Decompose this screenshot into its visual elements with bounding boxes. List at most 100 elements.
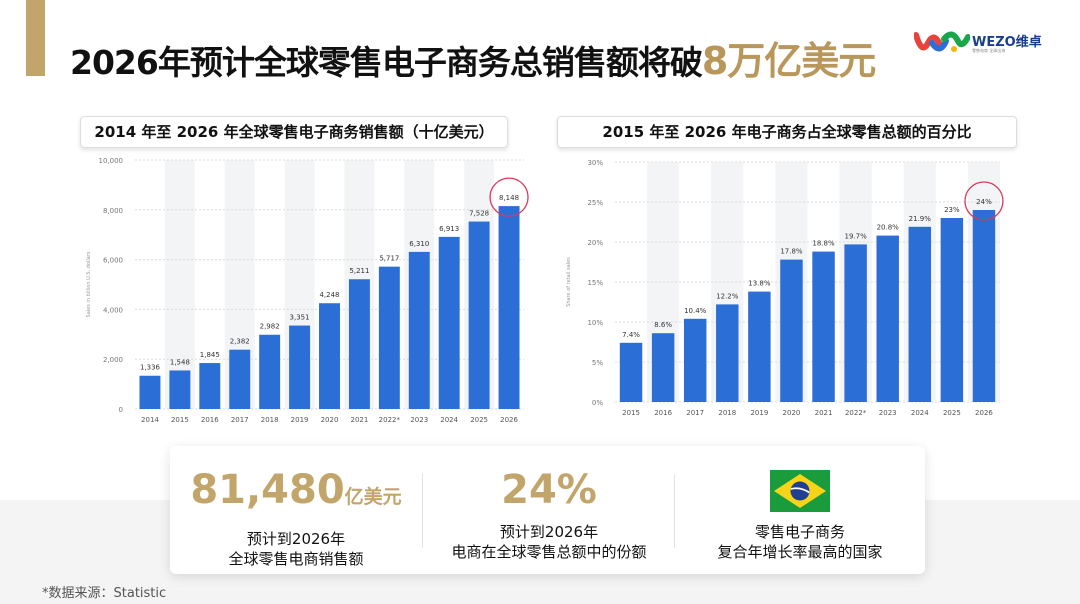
x-tick-label: 2022* bbox=[845, 409, 867, 417]
x-tick-label: 2026 bbox=[500, 416, 518, 424]
y-tick-label: 8,000 bbox=[103, 207, 123, 215]
x-tick-label: 2020 bbox=[321, 416, 339, 424]
data-label: 7.4% bbox=[622, 331, 640, 339]
stat-country: 零售电子商务 复合年增长率最高的国家 bbox=[675, 446, 925, 574]
data-label: 6,310 bbox=[409, 240, 429, 248]
bar bbox=[716, 304, 739, 402]
page-title: 2026年预计全球零售电子商务总销售额将破8万亿美元 bbox=[70, 39, 876, 83]
chart2-title: 2015 年至 2026 年电子商务占全球零售总额的百分比 bbox=[557, 116, 1017, 148]
y-tick-label: 0% bbox=[592, 399, 603, 407]
highlight-circle bbox=[964, 181, 1004, 221]
bar bbox=[780, 259, 803, 402]
x-tick-label: 2017 bbox=[231, 416, 249, 424]
x-tick-label: 2015 bbox=[171, 416, 189, 424]
x-tick-label: 2021 bbox=[815, 409, 833, 417]
bar bbox=[748, 291, 771, 402]
data-label: 20.8% bbox=[877, 224, 900, 232]
data-label: 1,336 bbox=[140, 364, 161, 372]
bar bbox=[348, 279, 370, 409]
data-label: 3,351 bbox=[290, 314, 310, 322]
stat-share-line2: 电商在全球零售总额中的份额 bbox=[451, 543, 647, 561]
stat-country-line1: 零售电子商务 bbox=[754, 523, 845, 541]
x-tick-label: 2025 bbox=[943, 409, 961, 417]
data-label: 24% bbox=[976, 198, 992, 206]
stat-share-line1: 预计到2026年 bbox=[499, 523, 599, 541]
x-tick-label: 2018 bbox=[261, 416, 279, 424]
stats-card: 81,480亿美元 预计到2026年 全球零售电商销售额 24% 预计到2026… bbox=[170, 446, 925, 574]
data-label: 1,845 bbox=[200, 351, 220, 359]
x-tick-label: 2023 bbox=[879, 409, 897, 417]
data-label: 23% bbox=[944, 206, 960, 214]
y-tick-label: 20% bbox=[587, 239, 603, 247]
bar bbox=[812, 251, 835, 402]
x-tick-label: 2023 bbox=[410, 416, 428, 424]
data-label: 10.4% bbox=[684, 307, 707, 315]
x-tick-label: 2017 bbox=[686, 409, 704, 417]
source-note: *数据来源：Statistic bbox=[42, 586, 167, 601]
stat-share: 24% 预计到2026年 电商在全球零售总额中的份额 bbox=[423, 446, 675, 574]
data-label: 8.6% bbox=[654, 321, 672, 329]
bar bbox=[319, 303, 340, 409]
y-axis-label: Share of retail sales bbox=[566, 257, 572, 307]
bar bbox=[468, 221, 490, 409]
data-label: 13.8% bbox=[748, 280, 771, 288]
data-label: 17.8% bbox=[780, 248, 803, 256]
logo-text: WEZO维卓 bbox=[972, 35, 1042, 50]
data-label: 21.9% bbox=[909, 215, 932, 223]
y-tick-label: 30% bbox=[587, 159, 603, 167]
stats-divider bbox=[674, 474, 675, 548]
y-tick-label: 25% bbox=[587, 199, 603, 207]
bar bbox=[498, 206, 520, 409]
stat-sales-line2: 全球零售电商销售额 bbox=[228, 550, 364, 568]
bar bbox=[619, 342, 643, 402]
x-tick-label: 2016 bbox=[201, 416, 219, 424]
accent-bar bbox=[26, 0, 45, 76]
brazil-flag-icon bbox=[770, 470, 830, 512]
share-bar-chart: 0% 5% 10% 15% 20% 25% 30% Share of retail sales… bbox=[566, 159, 1004, 417]
y-axis-label: Sales in billion U.S. dollars bbox=[86, 251, 92, 317]
y-tick-label: 2,000 bbox=[103, 356, 123, 364]
y-tick-label: 0 bbox=[119, 406, 123, 414]
stat-sales-value: 81,480亿美元 bbox=[190, 467, 402, 513]
page-title-highlight: 8万亿美元 bbox=[701, 39, 876, 83]
x-tick-label: 2020 bbox=[783, 409, 801, 417]
bar bbox=[908, 226, 932, 402]
bar bbox=[651, 333, 675, 402]
data-label: 2,382 bbox=[230, 338, 250, 346]
x-tick-label: 2015 bbox=[622, 409, 640, 417]
data-label: 7,528 bbox=[469, 210, 489, 218]
sales-bar-chart: 0 2,000 4,000 6,000 8,000 10,000 Sales in bill… bbox=[86, 157, 529, 424]
bar bbox=[199, 363, 221, 409]
data-label: 5,717 bbox=[379, 255, 399, 263]
data-label: 12.2% bbox=[716, 292, 739, 300]
bar bbox=[139, 375, 161, 409]
bar bbox=[438, 236, 460, 409]
x-tick-label: 2022* bbox=[379, 416, 401, 424]
brand-logo: WEZO维卓 零售电商 全球出海 bbox=[913, 27, 1054, 57]
y-tick-label: 6,000 bbox=[103, 257, 123, 265]
stat-sales-line1: 预计到2026年 bbox=[246, 530, 346, 548]
bar bbox=[259, 334, 281, 409]
x-tick-label: 2019 bbox=[750, 409, 768, 417]
stats-divider bbox=[422, 474, 423, 548]
data-label: 6,913 bbox=[439, 225, 459, 233]
x-tick-label: 2026 bbox=[975, 409, 993, 417]
x-tick-label: 2024 bbox=[440, 416, 458, 424]
y-tick-label: 10% bbox=[587, 319, 603, 327]
bar bbox=[940, 218, 964, 402]
x-tick-label: 2019 bbox=[291, 416, 309, 424]
stat-share-value: 24% bbox=[501, 467, 597, 513]
x-tick-label: 2021 bbox=[351, 416, 369, 424]
bar bbox=[229, 349, 251, 409]
data-label: 5,211 bbox=[349, 267, 369, 275]
stat-country-line2: 复合年增长率最高的国家 bbox=[717, 543, 883, 561]
x-tick-label: 2014 bbox=[141, 416, 159, 424]
data-label: 18.8% bbox=[812, 240, 835, 248]
chart-column-band bbox=[164, 160, 195, 409]
bar bbox=[408, 251, 430, 409]
bar bbox=[169, 370, 191, 409]
data-label: 8,148 bbox=[499, 194, 519, 202]
x-tick-label: 2024 bbox=[911, 409, 929, 417]
bar bbox=[378, 266, 400, 409]
data-label: 19.7% bbox=[845, 232, 868, 240]
